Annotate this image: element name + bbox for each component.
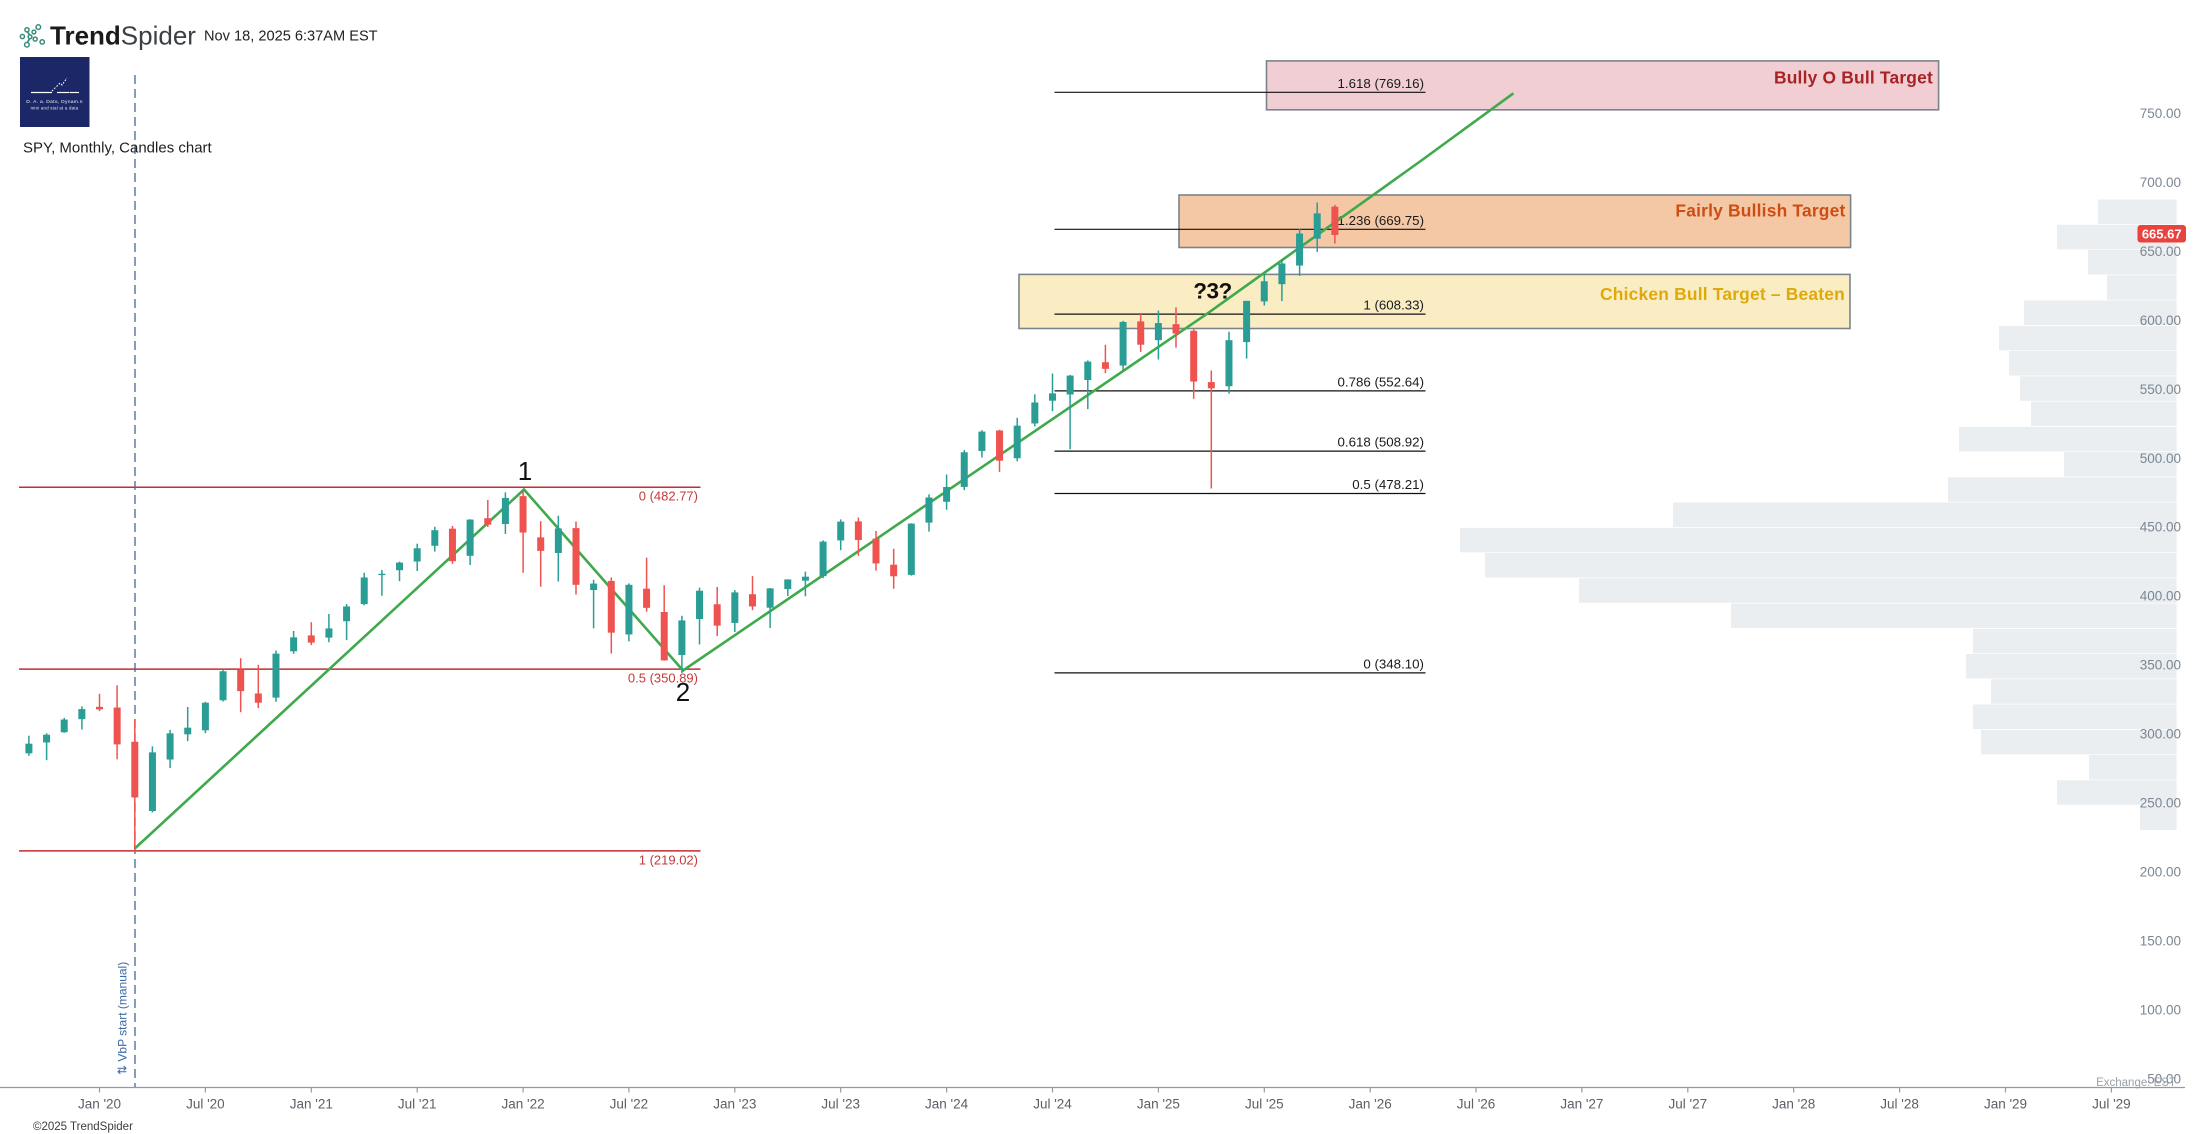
svg-text:Jul '25: Jul '25 xyxy=(1245,1097,1284,1112)
svg-text:665.67: 665.67 xyxy=(2142,226,2182,241)
svg-text:1: 1 xyxy=(518,456,532,486)
svg-text:Exchange: EST: Exchange: EST xyxy=(2096,1077,2176,1089)
svg-text:1 (608.33): 1 (608.33) xyxy=(1363,298,1424,313)
svg-text:Jan '25: Jan '25 xyxy=(1137,1097,1180,1112)
svg-text:700.00: 700.00 xyxy=(2140,175,2181,190)
svg-text:300.00: 300.00 xyxy=(2140,727,2181,742)
svg-text:Jan '24: Jan '24 xyxy=(925,1097,969,1112)
svg-text:150.00: 150.00 xyxy=(2140,933,2181,948)
svg-text:Jul '21: Jul '21 xyxy=(398,1097,437,1112)
svg-text:50.00: 50.00 xyxy=(2147,1071,2181,1086)
svg-text:0 (482.77): 0 (482.77) xyxy=(639,489,698,504)
svg-text:Bully O Bull Target: Bully O Bull Target xyxy=(1774,68,1933,88)
svg-text:?3?: ?3? xyxy=(1193,279,1232,304)
svg-text:Jan '28: Jan '28 xyxy=(1772,1097,1815,1112)
svg-text:Jan '27: Jan '27 xyxy=(1560,1097,1603,1112)
svg-text:2: 2 xyxy=(676,677,690,707)
svg-text:350.00: 350.00 xyxy=(2140,658,2181,673)
svg-text:Jan '20: Jan '20 xyxy=(78,1097,121,1112)
svg-text:⇅ VbP start (manual): ⇅ VbP start (manual) xyxy=(116,962,130,1075)
svg-text:0.5 (478.21): 0.5 (478.21) xyxy=(1352,477,1424,492)
svg-text:600.00: 600.00 xyxy=(2140,313,2181,328)
svg-text:650.00: 650.00 xyxy=(2140,244,2181,259)
svg-text:TrendSpider: TrendSpider xyxy=(50,21,196,51)
svg-text:Chicken Bull Target – Beaten: Chicken Bull Target – Beaten xyxy=(1600,284,1845,304)
svg-text:Jan '26: Jan '26 xyxy=(1349,1097,1392,1112)
svg-text:550.00: 550.00 xyxy=(2140,382,2181,397)
svg-text:Jan '29: Jan '29 xyxy=(1984,1097,2027,1112)
svg-text:Fairly Bullish Target: Fairly Bullish Target xyxy=(1675,201,1845,221)
svg-text:Jul '29: Jul '29 xyxy=(2092,1097,2131,1112)
svg-text:400.00: 400.00 xyxy=(2140,589,2181,604)
svg-text:250.00: 250.00 xyxy=(2140,796,2181,811)
svg-text:Jul '22: Jul '22 xyxy=(610,1097,649,1112)
svg-text:D. A. a. Dato, Dynam.n: D. A. a. Dato, Dynam.n xyxy=(26,99,83,105)
svg-text:Nov 18, 2025 6:37AM EST: Nov 18, 2025 6:37AM EST xyxy=(204,29,378,45)
svg-text:Jan '22: Jan '22 xyxy=(502,1097,545,1112)
svg-text:1 (219.02): 1 (219.02) xyxy=(639,852,698,867)
svg-text:Jan '23: Jan '23 xyxy=(713,1097,756,1112)
svg-text:Jul '20: Jul '20 xyxy=(186,1097,225,1112)
svg-text:©2025 TrendSpider: ©2025 TrendSpider xyxy=(33,1121,133,1133)
svg-text:Jul '23: Jul '23 xyxy=(821,1097,860,1112)
svg-text:1.236 (669.75): 1.236 (669.75) xyxy=(1338,213,1425,228)
svg-text:Jul '28: Jul '28 xyxy=(1880,1097,1919,1112)
svg-text:0.618 (508.92): 0.618 (508.92) xyxy=(1338,435,1425,450)
svg-text:0 (348.10): 0 (348.10) xyxy=(1363,656,1424,671)
svg-text:100.00: 100.00 xyxy=(2140,1002,2181,1017)
svg-text:200.00: 200.00 xyxy=(2140,865,2181,880)
svg-text:450.00: 450.00 xyxy=(2140,520,2181,535)
svg-text:750.00: 750.00 xyxy=(2140,106,2181,121)
svg-text:Jul '27: Jul '27 xyxy=(1668,1097,1707,1112)
svg-text:SPY, Monthly, Candles chart: SPY, Monthly, Candles chart xyxy=(23,140,213,157)
svg-text:0.786 (552.64): 0.786 (552.64) xyxy=(1338,374,1425,389)
svg-text:Jan '21: Jan '21 xyxy=(290,1097,333,1112)
svg-text:Jul '26: Jul '26 xyxy=(1457,1097,1496,1112)
svg-text:1.618 (769.16): 1.618 (769.16) xyxy=(1338,76,1425,91)
svg-text:0.5 (350.89): 0.5 (350.89) xyxy=(628,671,698,686)
svg-text:500.00: 500.00 xyxy=(2140,451,2181,466)
svg-text:mini and stal at a data: mini and stal at a data xyxy=(31,106,79,111)
svg-text:Jul '24: Jul '24 xyxy=(1033,1097,1072,1112)
